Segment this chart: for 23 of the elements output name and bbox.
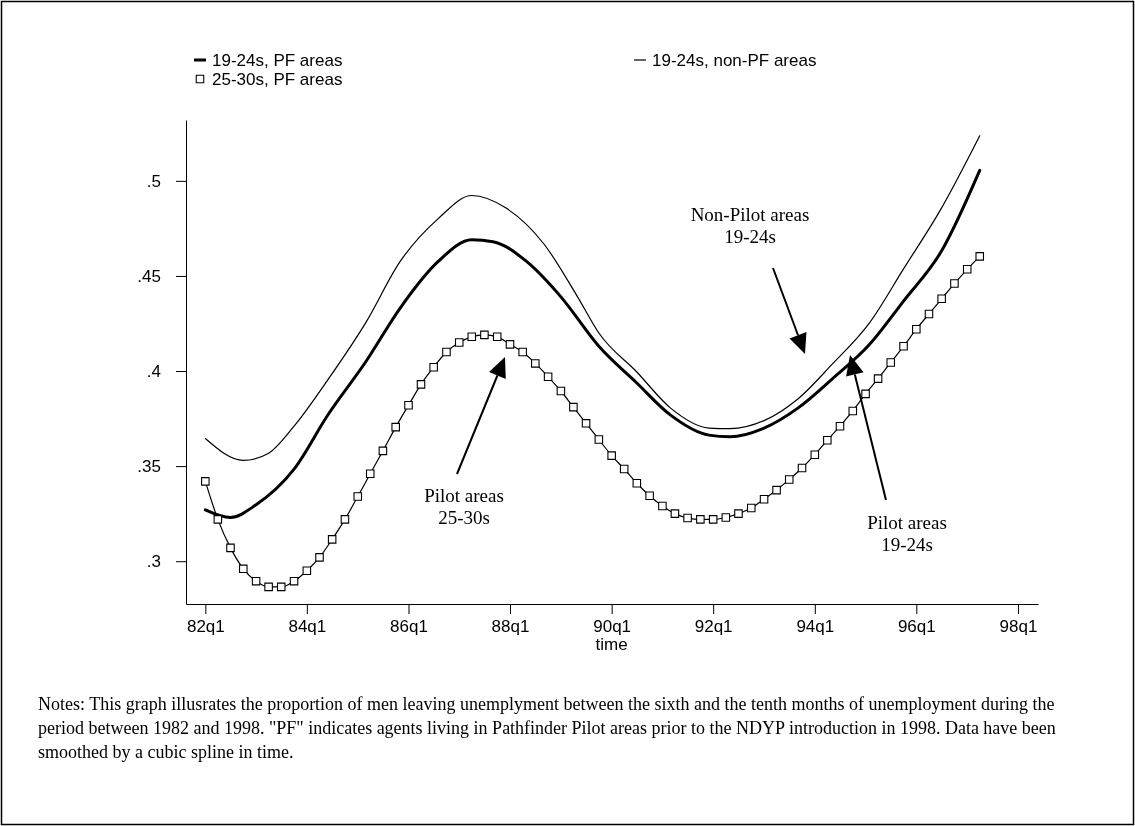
x-tick-label: 92q1 <box>694 617 733 637</box>
line-series <box>204 135 981 462</box>
annotation: Non-Pilot areas 19-24s <box>690 204 810 247</box>
x-tick-label: 98q1 <box>999 617 1038 637</box>
x-tick-label: 96q1 <box>897 617 936 637</box>
x-tick-label: 82q1 <box>186 617 225 637</box>
legend-label: 19-24s, non-PF areas <box>652 51 817 70</box>
x-axis-title: time <box>595 635 628 654</box>
y-tick-label: .45 <box>137 266 161 286</box>
x-tick-label: 94q1 <box>796 617 835 637</box>
annotation: Pilot areas 19-24s <box>867 512 947 555</box>
y-tick-label: .4 <box>146 361 161 381</box>
text: Notes: This graph illusrates the proportion of men leaving unemplyment between the sixth and the tenth months of unemployment during the period between 1982 and 1998. "PF" indicates agents living in Pathfinder Pilot areas prior to the NDYP introduction in 1998. Data have been smoothed by a cubic spline in time. <box>38 694 1056 762</box>
x-tick-label: 90q1 <box>593 617 632 637</box>
legend-label: 19-24s, PF areas <box>212 51 343 70</box>
x-tick-label: 88q1 <box>491 617 530 637</box>
y-tick-label: .3 <box>146 552 161 572</box>
y-tick-label: .35 <box>137 457 161 477</box>
annotation: Pilot areas 25-30s <box>424 485 504 528</box>
x-tick-label: 84q1 <box>288 617 327 637</box>
x-tick-label: 86q1 <box>390 617 428 637</box>
y-tick-label: .5 <box>146 171 161 191</box>
legend-label: 25-30s, PF areas <box>212 70 343 89</box>
